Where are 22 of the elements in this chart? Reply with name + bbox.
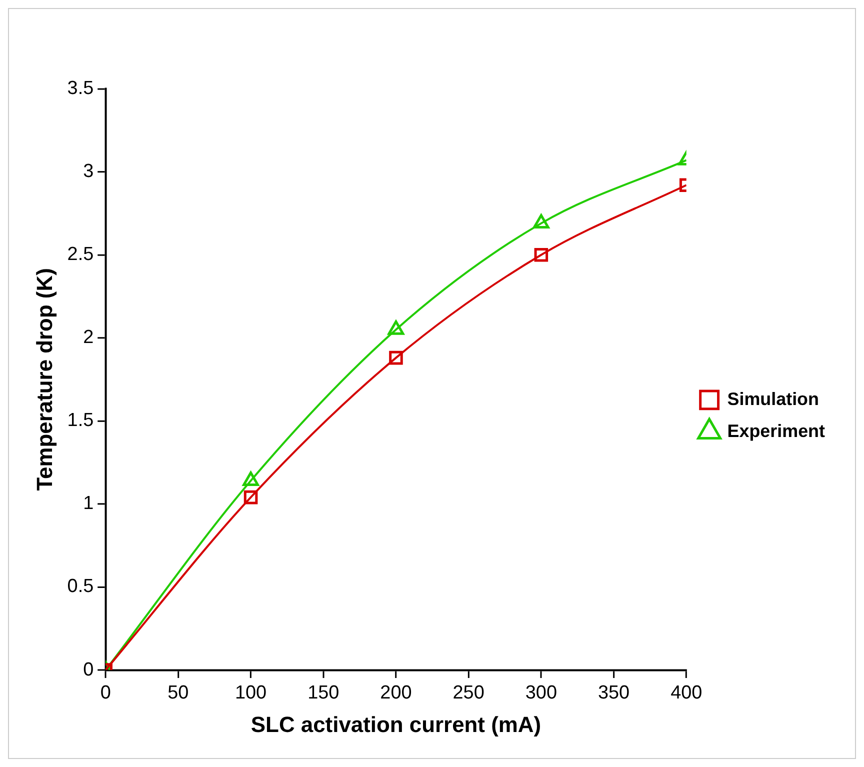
x-tick-label: 350 — [598, 682, 630, 704]
x-axis-title: SLC activation current (mA) — [250, 712, 542, 737]
y-tick-label: 1 — [83, 493, 94, 514]
legend-label: Simulation — [727, 388, 819, 409]
y-tick-label: 0.5 — [67, 576, 94, 598]
y-tick-label: 1.5 — [67, 410, 94, 432]
y-axis-title: Temperature drop (K) — [32, 268, 58, 491]
x-tick-label: 200 — [380, 682, 412, 704]
y-tick-label: 0 — [83, 659, 94, 680]
x-tick-label: 400 — [670, 682, 702, 704]
x-tick-label: 150 — [308, 682, 340, 704]
x-tick-label: 250 — [452, 682, 484, 704]
point — [388, 320, 404, 335]
y-tick-label: 3 — [83, 161, 94, 182]
x-tick-label: 300 — [525, 682, 557, 704]
y-tick-label: 2.5 — [67, 244, 94, 266]
y-tick-label: 2 — [83, 327, 94, 348]
x-tick-label: 0 — [100, 682, 111, 704]
y-tick-label: 3.5 — [67, 78, 94, 100]
x-tick-label: 50 — [168, 682, 189, 704]
x-tick-label: 100 — [234, 682, 267, 704]
legend-label: Experiment — [727, 420, 826, 441]
